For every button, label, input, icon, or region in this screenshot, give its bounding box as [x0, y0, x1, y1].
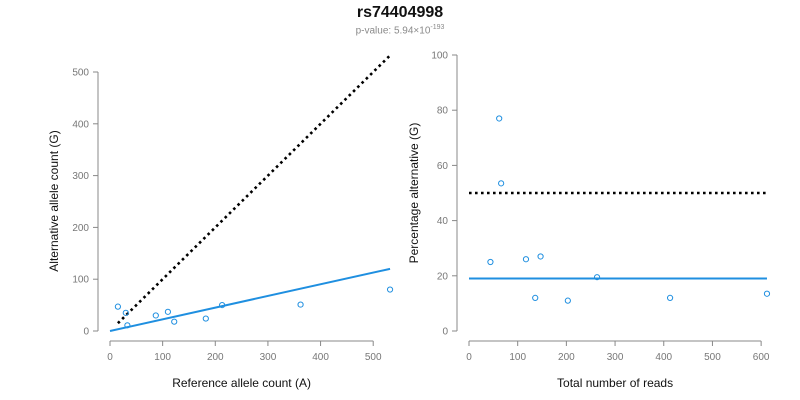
right-data-point: [763, 290, 771, 297]
right-y-tick-label: 80: [437, 106, 449, 117]
left-scatter-panel: 0 100 200 300 400 500 0 100 200 300 400 500 Referenc…: [47, 54, 394, 390]
pvalue-subtitle: p-value: 5.94×10-193: [0, 24, 800, 36]
right-y-tick-label: 60: [437, 161, 449, 172]
left-data-point: [124, 322, 131, 329]
left-fitted-line: [109, 267, 391, 332]
right-data-point: [532, 294, 539, 301]
right-x-axis-title: Total number of reads: [557, 376, 673, 390]
left-y-tick-label: 0: [83, 327, 89, 338]
left-x-tick-label: 300: [260, 352, 277, 363]
right-data-point: [487, 258, 494, 266]
right-data-point: [564, 297, 571, 304]
right-x-tick-label: 0: [466, 352, 472, 363]
right-x-tick-label: 600: [753, 352, 770, 363]
left-y-tick-label: 400: [72, 119, 89, 130]
right-x-tick-label: 200: [558, 352, 575, 363]
left-data-point: [164, 308, 172, 315]
pvalue-text: p-value: 5.94×10: [355, 25, 431, 37]
right-x-tick-label: 400: [655, 352, 672, 363]
right-data-point: [496, 115, 503, 122]
left-x-tick-label: 200: [207, 352, 224, 363]
right-x-tick-label: 100: [509, 352, 526, 363]
right-data-point: [666, 294, 674, 301]
left-data-point: [122, 309, 129, 316]
right-data-point: [522, 256, 530, 263]
left-expected-line: [116, 54, 391, 325]
left-x-tick-label: 400: [312, 352, 329, 363]
figure-title: rs74404998: [356, 4, 444, 21]
left-data-point: [386, 286, 394, 293]
left-x-tick-label: 500: [365, 352, 382, 363]
right-y-tick-label: 100: [431, 51, 448, 62]
right-y-tick-label: 40: [437, 216, 449, 227]
left-y-tick-label: 500: [72, 68, 89, 79]
left-data-point: [202, 315, 209, 322]
right-data-point: [537, 253, 544, 260]
left-data-point: [152, 312, 159, 319]
left-data-point: [171, 318, 178, 325]
left-x-tick-label: 0: [107, 352, 113, 363]
right-x-tick-label: 500: [704, 352, 721, 363]
right-data-point: [593, 274, 601, 281]
left-data-point: [114, 303, 121, 310]
pvalue-exponent: -193: [430, 24, 445, 31]
right-scatter-panel: 0 100 200 300 400 500 600 0 20 40 60 80 100 Total num…: [407, 51, 771, 390]
right-y-axis-title: Percentage alternative (G): [407, 123, 421, 264]
right-y-tick-label: 20: [437, 271, 449, 282]
left-y-tick-label: 100: [72, 275, 89, 286]
left-x-axis-title: Reference allele count (A): [172, 376, 311, 390]
right-data-point: [498, 180, 505, 187]
right-x-tick-label: 300: [607, 352, 624, 363]
left-data-point: [219, 302, 226, 309]
right-y-tick-label: 0: [442, 327, 448, 338]
left-data-point: [297, 301, 304, 308]
left-y-tick-label: 300: [72, 171, 89, 182]
left-x-tick-label: 100: [154, 352, 171, 363]
left-y-axis-title: Alternative allele count (G): [47, 130, 61, 271]
left-y-tick-label: 200: [72, 223, 89, 234]
